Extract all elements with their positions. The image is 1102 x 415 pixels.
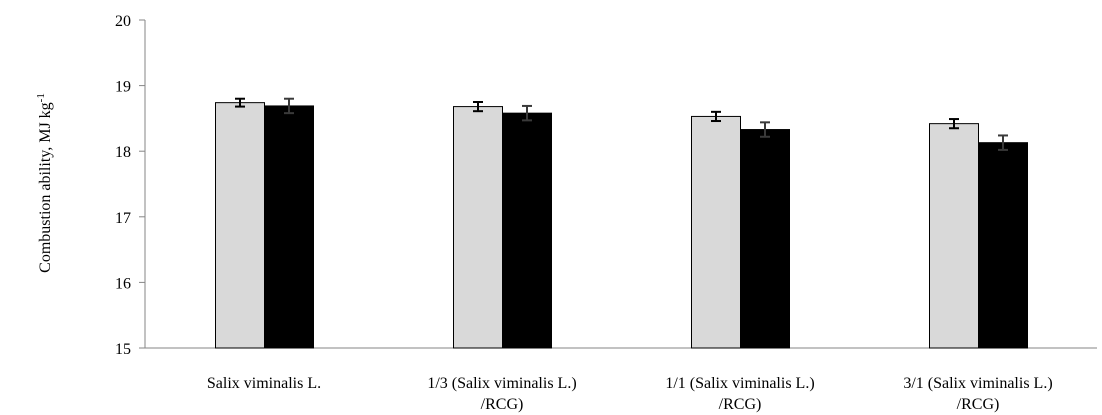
y-axis-label: Combustion ability, MJ kg-1 (35, 93, 54, 273)
x-category-label-line: /RCG) (481, 396, 524, 413)
y-ticks: 15 16 17 18 19 20 (115, 13, 145, 358)
bar (264, 105, 314, 349)
x-category-label-line: /RCG) (719, 396, 762, 413)
y-axis-unit-exponent: -1 (35, 93, 47, 102)
bar (691, 115, 741, 349)
x-category-label: Salix viminalis L. (207, 375, 321, 392)
bar (215, 102, 265, 349)
bar (978, 142, 1028, 349)
x-category-label: 1/3 (Salix viminalis L.) /RCG) (427, 375, 576, 413)
svg-text:Combustion ability, MJ kg-1: Combustion ability, MJ kg-1 (35, 93, 54, 273)
y-tick-label: 17 (115, 210, 131, 227)
x-labels: Salix viminalis L. 1/3 (Salix viminalis L… (207, 375, 1053, 413)
bar (740, 129, 790, 349)
y-tick-label: 19 (115, 79, 131, 96)
y-tick-label: 18 (115, 144, 131, 161)
bar (453, 106, 503, 349)
bar (502, 112, 552, 349)
x-category-label: 1/1 (Salix viminalis L.) /RCG) (665, 375, 814, 413)
x-category-label-line: Salix viminalis L. (207, 375, 321, 392)
bar (929, 123, 979, 349)
x-category-label-line: 3/1 (Salix viminalis L.) (903, 375, 1052, 392)
y-tick-label: 15 (115, 341, 131, 358)
error-bars (235, 97, 1008, 151)
x-category-label: 3/1 (Salix viminalis L.) /RCG) (903, 375, 1052, 413)
x-category-label-line: 1/1 (Salix viminalis L.) (665, 375, 814, 392)
x-category-label-line: 1/3 (Salix viminalis L.) (427, 375, 576, 392)
y-axis-title: Combustion ability, MJ kg (37, 102, 54, 273)
x-category-label-line: /RCG) (957, 396, 1000, 413)
y-tick-label: 20 (115, 13, 131, 30)
bars (215, 102, 1028, 349)
y-tick-label: 16 (115, 275, 131, 292)
